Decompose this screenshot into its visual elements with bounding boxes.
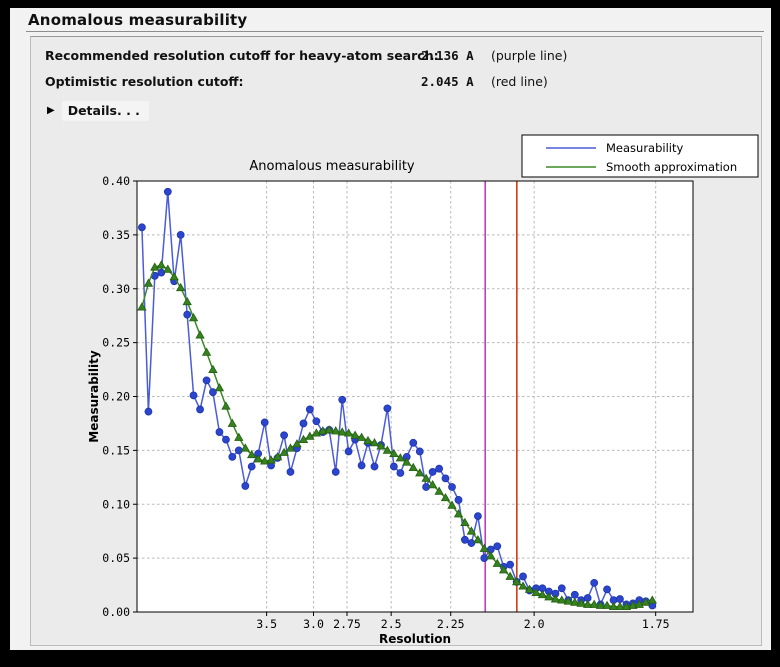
recommended-cutoff-label: Recommended resolution cutoff for heavy-… bbox=[45, 48, 439, 63]
optimistic-cutoff-value: 2.045 A bbox=[421, 74, 474, 89]
anomalous-measurability-panel: Recommended resolution cutoff for heavy-… bbox=[30, 36, 762, 646]
title-separator bbox=[26, 31, 764, 32]
summary-row: Recommended resolution cutoff for heavy-… bbox=[45, 48, 567, 64]
results-window: Anomalous measurability Recommended reso… bbox=[10, 8, 771, 650]
page-title: Anomalous measurability bbox=[28, 11, 248, 29]
disclosure-triangle-icon[interactable]: ▶ bbox=[47, 105, 55, 116]
recommended-cutoff-note: (purple line) bbox=[491, 48, 568, 63]
optimistic-cutoff-label: Optimistic resolution cutoff: bbox=[45, 74, 244, 89]
details-disclosure[interactable]: ▶ Details. . . bbox=[47, 100, 149, 121]
summary-row: Optimistic resolution cutoff: 2.045 A (r… bbox=[45, 74, 548, 90]
optimistic-cutoff-note: (red line) bbox=[491, 74, 548, 89]
recommended-cutoff-value: 2.136 A bbox=[421, 48, 474, 63]
details-button[interactable]: Details. . . bbox=[61, 100, 149, 121]
